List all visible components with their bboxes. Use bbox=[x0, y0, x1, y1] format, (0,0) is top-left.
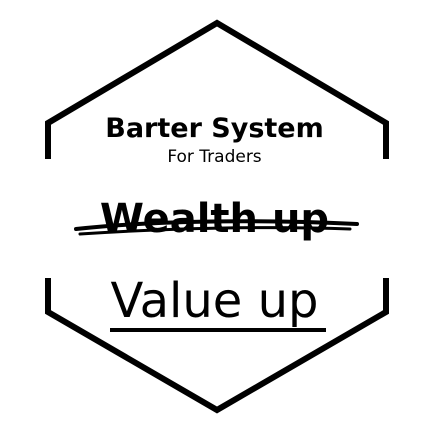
main-text: Value up bbox=[110, 273, 319, 329]
hexagon-bottom-half bbox=[45, 278, 389, 414]
struck-text: Wealth up bbox=[99, 196, 330, 242]
badge-subtitle: For Traders bbox=[167, 147, 262, 167]
hexagon-top-half bbox=[45, 19, 389, 159]
badge-title: Barter System bbox=[105, 113, 324, 144]
